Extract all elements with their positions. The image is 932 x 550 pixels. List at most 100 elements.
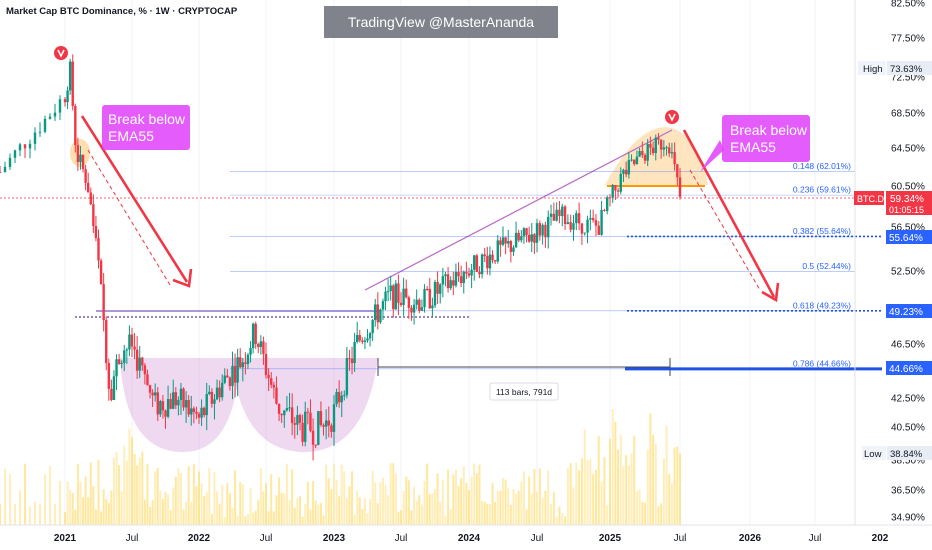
candle-body (298, 415, 302, 423)
volume-bar (92, 486, 95, 525)
volume-bar (630, 453, 633, 525)
candle-body (361, 340, 364, 342)
candle-body (112, 376, 116, 400)
volume-bar (575, 462, 578, 525)
volume-bar (465, 482, 468, 525)
candle-body (630, 159, 633, 161)
price-tick-label: 82.50% (891, 0, 925, 10)
candle-body (530, 234, 533, 242)
volume-bar (644, 502, 646, 525)
volume-bar (333, 463, 335, 525)
note-right: Break below EMA55 (700, 115, 810, 172)
candle-body (371, 320, 374, 334)
candle-body (462, 271, 465, 284)
candle-body (509, 241, 513, 252)
volume-bar (54, 504, 56, 525)
volume-bar (283, 493, 286, 525)
volume-bar (123, 446, 126, 525)
candle-body (423, 288, 426, 308)
volume-bar (319, 503, 322, 525)
volume-bar (397, 511, 400, 525)
volume-bar (499, 490, 502, 525)
volume-bar (410, 510, 413, 525)
candle-body (233, 365, 237, 383)
volume-bar (182, 509, 185, 525)
candle-body (366, 338, 369, 341)
candle-body (638, 151, 641, 157)
candle-body (200, 407, 203, 418)
candle-body (397, 283, 400, 303)
note-right-line2: EMA55 (730, 139, 776, 155)
volume-bar (374, 482, 377, 525)
candle-body (335, 392, 338, 405)
volume-bar (64, 512, 66, 525)
candle-body (97, 238, 100, 261)
volume-bar (195, 486, 198, 525)
volume-bar (566, 468, 569, 525)
volume-bar (676, 446, 679, 525)
volume-bar (541, 497, 544, 525)
volume-bar (507, 488, 510, 525)
candle-body (673, 152, 676, 165)
volume-bar (405, 476, 408, 525)
volume-bar (550, 504, 553, 525)
volume-bar (654, 444, 657, 525)
volume-bar (366, 513, 369, 525)
candle-body (491, 254, 494, 261)
volume-bar (267, 511, 270, 525)
volume-bar (668, 473, 671, 525)
volume-bar (452, 474, 455, 525)
candle-body (520, 236, 523, 241)
candle-body (210, 391, 214, 404)
volume-bar (74, 509, 77, 525)
volume-bar (488, 504, 491, 525)
candle-body (454, 272, 458, 286)
candle-body (195, 412, 198, 414)
fib-label: 0.236 (59.61%) (793, 185, 851, 195)
candle-body (399, 302, 403, 306)
symbol-title: Market Cap BTC Dominance, % · 1W · CRYPT… (6, 6, 238, 17)
volume-bar (436, 473, 439, 525)
volume-bar (494, 502, 497, 525)
candle-body (332, 404, 336, 432)
volume-bar (555, 516, 558, 525)
svg-text:113 bars, 791d: 113 bars, 791d (496, 387, 552, 397)
candle-body (236, 357, 239, 383)
time-tick-label: 2025 (599, 533, 622, 544)
volume-bar (444, 515, 447, 525)
volume-bar (665, 425, 668, 525)
volume-bar (154, 471, 157, 525)
volume-bar (638, 489, 641, 525)
volume-bars (0, 408, 681, 525)
volume-bar (389, 463, 392, 525)
trend-line-upper (364, 129, 673, 291)
candle-body (317, 411, 320, 445)
candle-body (71, 61, 74, 106)
volume-bar (646, 449, 649, 525)
candle-body (125, 349, 129, 351)
candle-body (549, 213, 553, 217)
candle-body (306, 411, 310, 413)
candle-body (226, 375, 229, 378)
candle-body (264, 353, 268, 376)
volume-bar (177, 468, 180, 525)
volume-bar (528, 476, 531, 525)
volume-bar (609, 438, 611, 525)
candles (0, 54, 682, 461)
volume-bar (228, 493, 231, 525)
candle-body (418, 299, 421, 311)
high-value: 73.63% (890, 64, 923, 75)
fib-label: 0.786 (44.66%) (793, 358, 851, 368)
candle-body (182, 388, 185, 408)
candle-body (496, 240, 499, 262)
volume-bar (457, 485, 460, 525)
volume-bar (384, 485, 387, 525)
volume-bar (304, 503, 307, 525)
candle-body (244, 362, 247, 364)
volume-bar (244, 516, 247, 525)
candle-body (187, 400, 190, 415)
price-tick-label: 77.50% (891, 34, 925, 45)
volume-bar (39, 504, 41, 525)
candle-body (678, 177, 682, 197)
candle-body (420, 307, 424, 311)
